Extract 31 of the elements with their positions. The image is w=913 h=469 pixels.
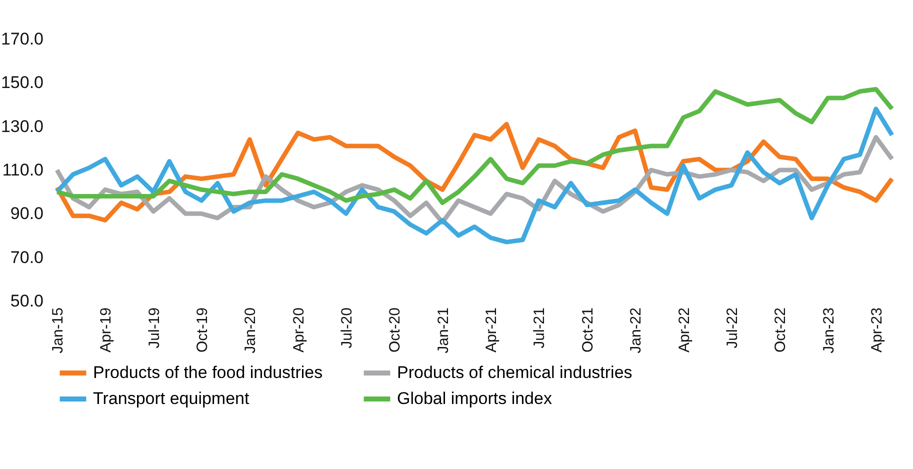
- x-tick-label: Apr-23: [868, 308, 886, 353]
- legend-label: Products of the food industries: [93, 363, 323, 382]
- x-tick-label: Oct-22: [772, 308, 790, 353]
- x-tick-label: Oct-19: [194, 308, 212, 353]
- y-tick-label: 150.0: [0, 73, 44, 92]
- y-tick-label: 170.0: [0, 30, 44, 48]
- x-tick-label: Oct-21: [579, 308, 596, 353]
- legend-label: Products of chemical industries: [397, 363, 632, 382]
- legend-label: Global imports index: [397, 389, 552, 408]
- x-tick-label: Apr-21: [483, 308, 500, 353]
- x-tick-label: Jan-15: [50, 308, 66, 354]
- x-tick-label: Jul-21: [531, 308, 548, 348]
- y-tick-label: 110.0: [2, 160, 44, 180]
- x-tick-label: Jul-20: [338, 308, 356, 348]
- x-tick-label: Jan-23: [820, 308, 838, 354]
- x-tick-label: Apr-22: [676, 308, 693, 353]
- legend-label: Transport equipment: [93, 389, 250, 408]
- line-series: [54, 86, 894, 205]
- x-tick-label: Apr-19: [98, 308, 115, 353]
- y-tick-label: 130.0: [0, 116, 44, 136]
- x-tick-label: Jan-21: [434, 308, 452, 354]
- x-tick-label: Jan-22: [628, 308, 645, 354]
- x-tick-label: Apr-20: [290, 308, 308, 353]
- x-tick-label: Jul-22: [724, 308, 741, 348]
- x-tick-label: Oct-20: [386, 308, 404, 353]
- x-tick-label: Jul-19: [146, 308, 163, 348]
- y-tick-label: 90.0: [10, 204, 44, 224]
- y-tick-label: 70.0: [10, 248, 44, 267]
- x-tick-label: Jan-20: [242, 308, 260, 354]
- line-series: [54, 106, 894, 244]
- y-tick-label: 50.0: [10, 292, 44, 310]
